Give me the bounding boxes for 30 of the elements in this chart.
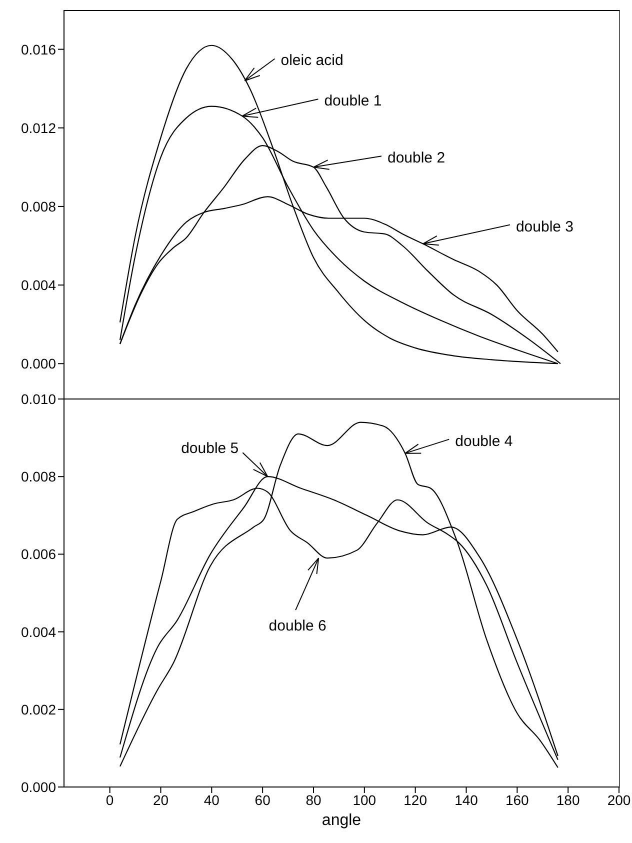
x-tick-label: 200 — [607, 792, 631, 808]
x-tick-label: 100 — [352, 792, 376, 808]
y-tick-label: 0.004 — [20, 277, 56, 294]
annotation: double 2 — [387, 150, 446, 167]
x-tick-label: 20 — [152, 792, 169, 808]
annotation: double 6 — [268, 618, 326, 635]
y-tick-label: 0.010 — [20, 390, 56, 407]
x-tick-label: 80 — [306, 792, 322, 808]
annotation: double 4 — [455, 432, 513, 450]
y-tick-label: 0.000 — [20, 356, 56, 372]
y-tick-label: 0.002 — [20, 701, 56, 718]
x-tick-label: 120 — [404, 792, 428, 808]
x-tick-label: 180 — [556, 792, 580, 808]
x-tick-label: 140 — [454, 792, 478, 808]
x-tick-label: 40 — [204, 792, 220, 808]
y-tick-label: 0.006 — [20, 546, 56, 562]
y-tick-label: 0.016 — [20, 41, 56, 58]
x-tick-label: 60 — [254, 792, 271, 808]
y-tick-label: 0.008 — [20, 198, 56, 214]
annotation: oleic acid — [280, 52, 344, 70]
y-tick-label: 0.012 — [20, 120, 56, 136]
y-tick-label: 0.008 — [20, 468, 56, 485]
y-tick-label: 0.004 — [20, 624, 56, 640]
y-tick-label: 0.000 — [20, 778, 56, 795]
x-axis-title: angle — [322, 812, 362, 829]
annotation: double 3 — [516, 218, 574, 236]
annotation: double 1 — [324, 92, 382, 110]
x-tick-label: 0 — [106, 792, 114, 808]
annotation: double 5 — [181, 440, 239, 458]
x-tick-label: 160 — [505, 792, 530, 808]
